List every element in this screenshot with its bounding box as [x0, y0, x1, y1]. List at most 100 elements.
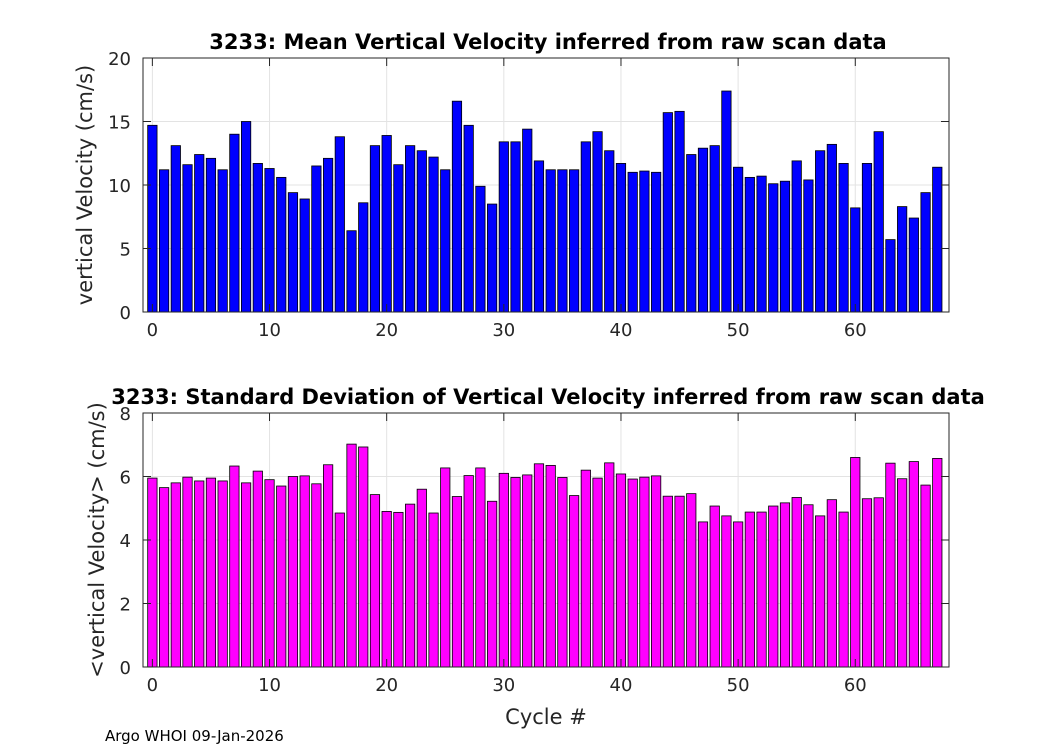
mean-velocity-bar [533, 160, 545, 313]
std-velocity-bar [487, 500, 498, 668]
std-velocity-bar [920, 484, 931, 668]
mean-velocity-ticks: 0 10 20 30 40 50 60 0 5 10 15 20 [108, 49, 949, 341]
mean-velocity-bar [662, 112, 673, 313]
mean-velocity-bar [451, 100, 463, 313]
std-velocity-bar [709, 505, 720, 668]
mean-velocity-bar [592, 131, 603, 313]
mean-velocity-chart: 0 10 20 30 40 50 60 0 5 10 15 20 3233: Mean Vertica… [73, 30, 950, 341]
std-velocity-bar [416, 488, 427, 668]
std-velocity-bar [217, 480, 228, 668]
std-velocity-bar [522, 474, 533, 668]
std-velocity-bar [639, 476, 650, 668]
mean-velocity-xtick-label: 10 [258, 320, 281, 341]
std-velocity-bar [721, 515, 732, 668]
std-velocity-title: 3233: Standard Deviation of Vertical Vel… [111, 385, 985, 409]
mean-velocity-bar [674, 110, 685, 313]
mean-velocity-bar [697, 147, 709, 313]
mean-velocity-title: 3233: Mean Vertical Velocity inferred fr… [209, 30, 886, 54]
std-velocity-bar [791, 497, 802, 668]
mean-velocity-bars [147, 90, 943, 313]
std-velocity-bar [674, 495, 685, 668]
std-velocity-bar [885, 462, 896, 668]
std-velocity-bar [510, 477, 521, 668]
std-velocity-bar [334, 512, 345, 668]
mean-velocity-ytick-label: 5 [120, 240, 131, 261]
std-velocity-xtick-label: 30 [492, 675, 515, 696]
mean-velocity-bar [393, 164, 404, 313]
mean-velocity-xtick-label: 0 [147, 320, 158, 341]
std-velocity-bar [569, 495, 580, 668]
std-velocity-bar [205, 477, 217, 668]
mean-velocity-bar [826, 143, 837, 313]
std-velocity-ytick-label: 6 [120, 468, 131, 489]
mean-velocity-bar [487, 203, 498, 313]
mean-velocity-ytick-label: 20 [108, 49, 131, 70]
mean-velocity-xtick-label: 20 [375, 320, 398, 341]
mean-velocity-bar [194, 154, 205, 313]
mean-velocity-bar [369, 145, 381, 313]
std-velocity-bar [428, 512, 439, 668]
std-velocity-bar [779, 502, 791, 668]
mean-velocity-bar [416, 150, 427, 313]
mean-velocity-xtick-label: 40 [610, 320, 633, 341]
mean-velocity-bar [791, 160, 802, 313]
std-velocity-ylabel: <vertical Velocity> (cm/s) [85, 402, 109, 678]
mean-velocity-ytick-label: 10 [108, 176, 131, 197]
std-velocity-ytick-label: 0 [120, 658, 131, 679]
std-velocity-xtick-label: 0 [147, 675, 158, 696]
mean-velocity-bar [615, 163, 627, 313]
std-velocity-bar [241, 482, 252, 668]
mean-velocity-bar [323, 157, 334, 313]
std-velocity-bar [170, 482, 181, 668]
mean-velocity-bar [522, 128, 533, 313]
mean-velocity-bar [920, 192, 931, 313]
std-velocity-bar [147, 477, 158, 668]
mean-velocity-bar [768, 183, 779, 313]
std-velocity-bar [756, 511, 767, 668]
mean-velocity-bar [627, 171, 638, 313]
mean-velocity-bar [205, 157, 217, 313]
std-velocity-bar [733, 521, 744, 668]
mean-velocity-bar [241, 121, 252, 313]
mean-velocity-bar [264, 168, 275, 313]
std-velocity-bar [803, 504, 814, 668]
std-velocity-bar [159, 487, 170, 668]
std-velocity-bar [463, 475, 474, 668]
mean-velocity-bar [405, 145, 416, 313]
mean-velocity-bar [545, 169, 556, 313]
mean-velocity-bar [147, 124, 158, 313]
mean-velocity-bar [897, 206, 908, 313]
std-velocity-bar [932, 458, 943, 668]
mean-velocity-bar [287, 192, 299, 313]
mean-velocity-bar [159, 169, 170, 313]
std-velocity-bar [897, 478, 908, 668]
mean-velocity-bar [850, 207, 861, 313]
std-velocity-bar [850, 457, 861, 668]
std-velocity-bar [229, 465, 240, 668]
std-velocity-bar [651, 475, 662, 668]
std-velocity-xtick-label: 40 [610, 675, 633, 696]
mean-velocity-bar [639, 170, 650, 313]
mean-velocity-bar [217, 169, 228, 313]
std-velocity-xtick-label: 10 [258, 675, 281, 696]
std-velocity-bar [826, 499, 837, 668]
mean-velocity-bar [580, 141, 591, 313]
std-velocity-bar [358, 446, 369, 668]
std-velocity-bar [662, 495, 673, 668]
mean-velocity-xtick-label: 50 [727, 320, 750, 341]
std-velocity-bar [744, 511, 755, 668]
std-velocity-bar [451, 496, 463, 668]
mean-velocity-bar [428, 156, 439, 313]
mean-velocity-bar [709, 145, 720, 313]
mean-velocity-bar [463, 124, 474, 313]
mean-velocity-bar [779, 180, 791, 313]
std-velocity-bar [627, 478, 638, 668]
mean-velocity-bar [276, 176, 287, 313]
std-velocity-bar [252, 470, 263, 668]
std-velocity-ytick-label: 2 [120, 595, 131, 616]
std-velocity-bars [147, 443, 943, 668]
mean-velocity-bar [651, 171, 662, 313]
std-velocity-bar [287, 476, 299, 668]
std-velocity-bar [861, 498, 873, 668]
